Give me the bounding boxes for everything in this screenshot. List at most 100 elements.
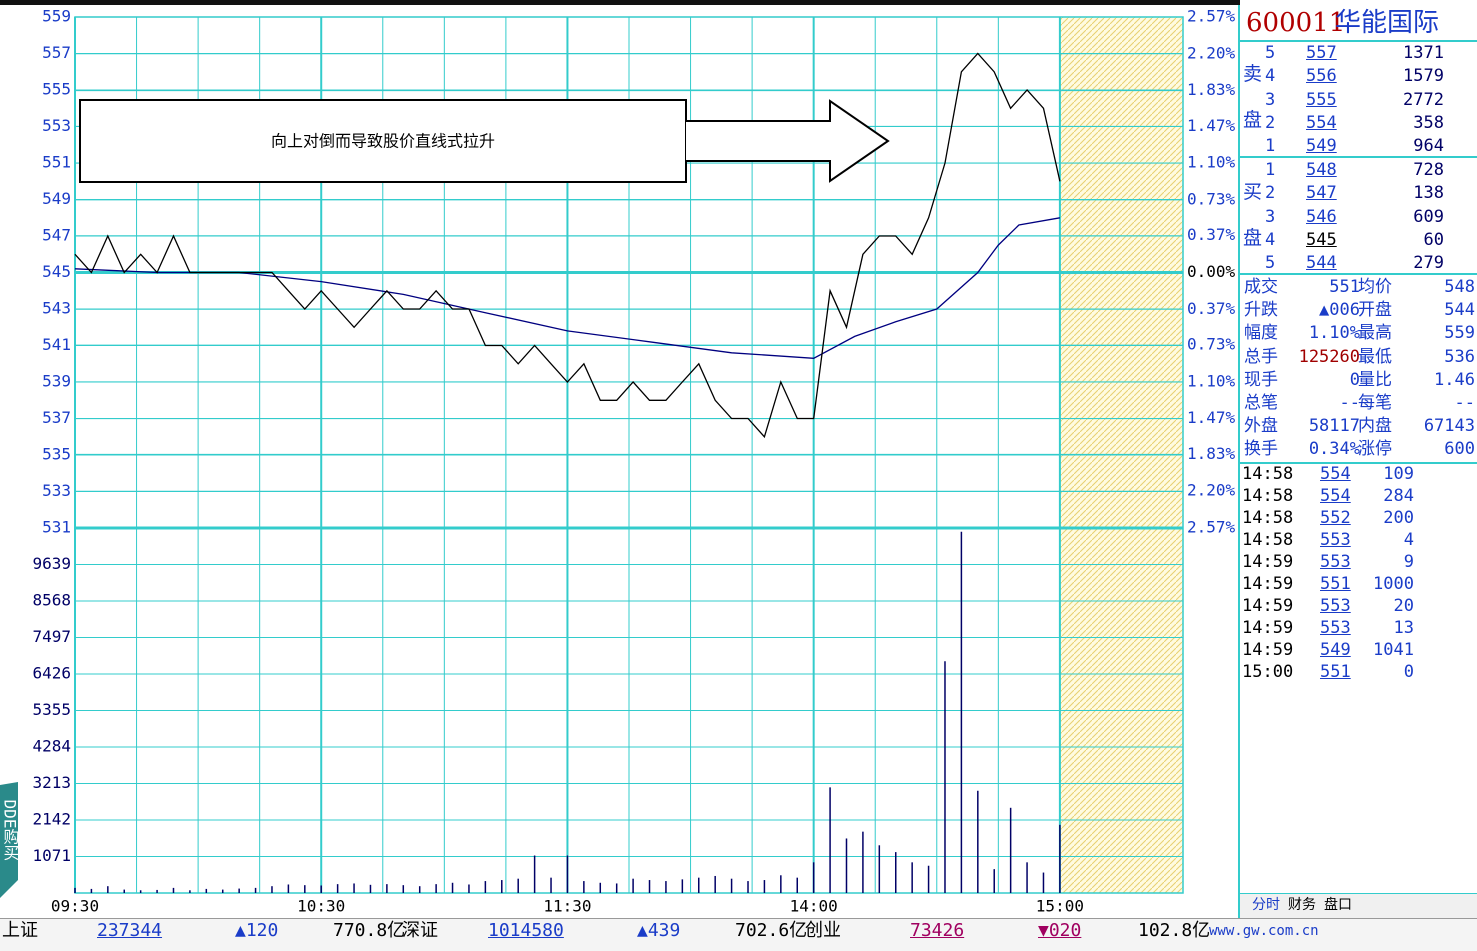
y2-tick-label: 1.83%	[1187, 80, 1236, 99]
stat-value: 0.34%	[1308, 439, 1360, 460]
tick-time: 15:00	[1242, 662, 1294, 682]
volume-tick-label: 4284	[32, 737, 71, 756]
tick-price: 553	[1320, 530, 1351, 550]
volume-tick-label: 5355	[32, 700, 71, 719]
stat-value: 559	[1444, 323, 1475, 344]
y2-tick-label: 2.57%	[1187, 7, 1236, 26]
tick-time: 14:58	[1242, 530, 1294, 550]
tick-volume: 1000	[1373, 574, 1414, 594]
stat-value: 58117	[1308, 416, 1360, 437]
status-item: ▼020	[1038, 920, 1082, 941]
y-tick-label: 543	[42, 299, 71, 318]
stat-label: 外盘	[1244, 416, 1278, 437]
y-tick-label: 549	[42, 189, 71, 208]
status-item: ▲439	[637, 920, 681, 941]
stat-value: 1.10%	[1308, 323, 1360, 344]
y-tick-label: 545	[42, 262, 71, 281]
y2-tick-label: 1.83%	[1187, 444, 1236, 463]
tick-time: 14:59	[1242, 596, 1294, 616]
order-price: 545	[1306, 229, 1337, 250]
volume-tick-label: 9639	[32, 554, 71, 573]
stat-value: ▲006	[1319, 300, 1360, 321]
stat-label: 开盘	[1358, 300, 1392, 321]
y-tick-label: 533	[42, 481, 71, 500]
annotation: 向上对倒而导致股价直线式拉升	[271, 132, 495, 151]
side-tab-bg[interactable]	[0, 782, 18, 898]
side-label: 盘	[1243, 109, 1263, 131]
order-volume: 728	[1413, 160, 1444, 180]
stat-label: 每笔	[1358, 393, 1392, 413]
status-bar	[0, 918, 1477, 951]
tick-price: 549	[1320, 640, 1351, 660]
stat-value: 600	[1444, 439, 1475, 460]
y-tick-label: 547	[42, 226, 71, 245]
tick-price: 551	[1320, 662, 1351, 682]
volume-tick-label: 8568	[32, 591, 71, 610]
status-item: 1014580	[488, 920, 564, 941]
y2-tick-label: 2.57%	[1187, 518, 1236, 537]
y2-tick-label: 0.73%	[1187, 189, 1236, 208]
tick-time: 14:58	[1242, 508, 1294, 528]
tick-time: 14:59	[1242, 574, 1294, 594]
status-item: 770.8亿	[333, 920, 406, 941]
side-tab[interactable]: DDE购买	[1, 800, 20, 861]
volume-tick-label: 7497	[32, 627, 71, 646]
stat-value: 544	[1444, 300, 1475, 321]
y-tick-label: 551	[42, 153, 71, 172]
y2-tick-label: 1.47%	[1187, 116, 1236, 135]
status-item: 102.8亿	[1138, 920, 1211, 941]
order-level: 3	[1265, 206, 1276, 227]
y2-tick-label: 0.37%	[1187, 225, 1236, 244]
order-price: 546	[1306, 206, 1337, 227]
order-level: 5	[1265, 253, 1276, 274]
y2-tick-label: 0.00%	[1187, 262, 1236, 281]
tick-volume: 0	[1403, 662, 1414, 682]
status-item: 深证	[402, 920, 438, 941]
tab[interactable]: 财务	[1288, 897, 1316, 913]
stat-label: 总笔	[1244, 393, 1278, 413]
y2-tick-label: 0.73%	[1187, 335, 1236, 354]
stat-value: 125260	[1298, 346, 1360, 367]
annotation-arrow	[686, 99, 890, 183]
y2-tick-label: 1.47%	[1187, 408, 1236, 427]
tab[interactable]: 分时	[1252, 897, 1280, 913]
stat-label: 涨停	[1358, 439, 1392, 460]
y-tick-label: 541	[42, 335, 71, 354]
order-price: 555	[1306, 89, 1337, 110]
order-level: 2	[1265, 183, 1276, 204]
tick-time: 14:58	[1242, 464, 1294, 484]
tab-strip	[1240, 893, 1477, 918]
y2-tick-label: 0.37%	[1187, 299, 1236, 318]
stat-value: --	[1454, 393, 1475, 413]
stat-value: --	[1339, 393, 1360, 413]
order-volume: 2772	[1403, 89, 1444, 110]
y-tick-label: 555	[42, 80, 71, 99]
y-tick-label: 557	[42, 43, 71, 62]
divider	[1240, 40, 1477, 42]
status-item: www.gw.com.cn	[1209, 923, 1319, 939]
order-volume: 609	[1413, 206, 1444, 227]
tick-price: 552	[1320, 508, 1351, 528]
x-tick-label: 15:00	[1036, 897, 1084, 916]
order-level: 2	[1265, 112, 1276, 133]
order-level: 4	[1265, 229, 1276, 250]
price-line	[74, 52, 1061, 439]
stat-label: 均价	[1358, 277, 1392, 297]
stat-label: 最高	[1358, 323, 1392, 344]
tick-volume: 1041	[1373, 640, 1414, 660]
side-label: 买	[1243, 181, 1263, 203]
status-item: 702.6亿	[735, 920, 808, 941]
tick-price: 554	[1320, 486, 1351, 506]
status-item: 上证	[2, 920, 38, 941]
annotation-box	[79, 99, 687, 183]
tick-price: 553	[1320, 618, 1351, 638]
volume-tick-label: 6426	[32, 664, 71, 683]
side-label: 卖	[1243, 63, 1263, 85]
y-tick-label: 531	[42, 518, 71, 537]
tab[interactable]: 盘口	[1324, 897, 1352, 913]
stat-label: 总手	[1244, 346, 1278, 367]
volume-tick-label: 3213	[32, 773, 71, 792]
divider	[1240, 462, 1477, 464]
tick-volume: 9	[1403, 552, 1414, 572]
x-tick-label: 14:00	[790, 897, 838, 916]
